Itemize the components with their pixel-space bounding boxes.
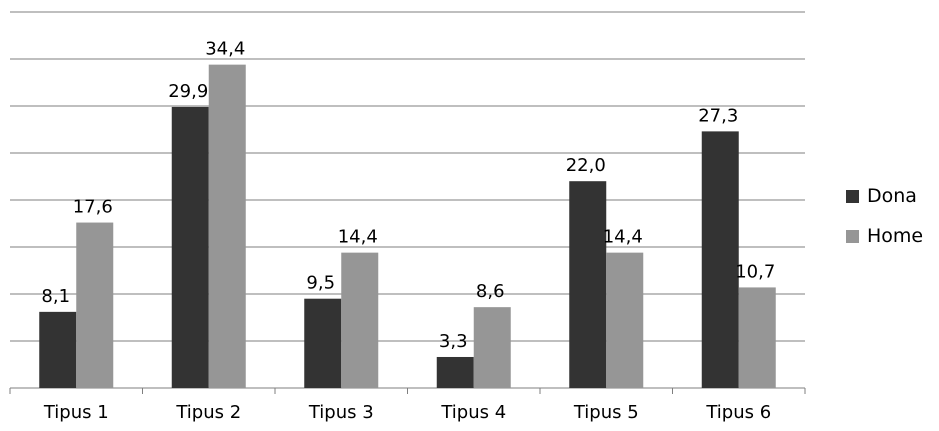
- bar-home-1: [76, 222, 114, 388]
- x-tick-label: Tipus 1: [43, 402, 109, 423]
- bar-dona-1: [39, 311, 77, 388]
- bar-dona-6: [701, 131, 739, 388]
- bar-dona-2: [171, 106, 209, 388]
- x-tick-label: Tipus 2: [175, 402, 241, 423]
- x-tick-label: Tipus 3: [308, 402, 374, 423]
- data-label-dona-1: 8,1: [41, 286, 70, 307]
- data-label-dona-5: 22,0: [566, 155, 606, 176]
- data-label-home-4: 8,6: [476, 281, 505, 302]
- bar-dona-5: [569, 181, 607, 388]
- bar-home-3: [341, 252, 379, 388]
- bar-dona-3: [304, 298, 342, 388]
- data-label-home-5: 14,4: [603, 227, 643, 248]
- legend-swatch-dona: [846, 189, 859, 203]
- data-label-dona-4: 3,3: [439, 331, 468, 352]
- legend-label-dona: Dona: [867, 185, 917, 207]
- legend-item-dona: Dona: [846, 184, 923, 208]
- legend-swatch-home: [846, 229, 859, 243]
- data-label-dona-3: 9,5: [306, 273, 335, 294]
- data-label-home-2: 34,4: [205, 39, 245, 60]
- bar-home-6: [738, 287, 776, 388]
- bar-home-2: [208, 64, 246, 388]
- bar-home-5: [606, 252, 644, 388]
- data-label-home-3: 14,4: [338, 227, 378, 248]
- x-tick-label: Tipus 6: [705, 402, 771, 423]
- legend-item-home: Home: [846, 224, 923, 248]
- x-tick-label: Tipus 5: [573, 402, 639, 423]
- bar-dona-4: [436, 356, 474, 388]
- data-label-dona-6: 27,3: [698, 105, 738, 126]
- x-tick-label: Tipus 4: [440, 402, 506, 423]
- data-label-dona-2: 29,9: [168, 81, 208, 102]
- legend-label-home: Home: [867, 225, 924, 247]
- bar-home-4: [473, 307, 511, 388]
- legend: Dona Home: [846, 184, 923, 264]
- data-label-home-6: 10,7: [735, 261, 775, 282]
- data-label-home-1: 17,6: [73, 197, 113, 218]
